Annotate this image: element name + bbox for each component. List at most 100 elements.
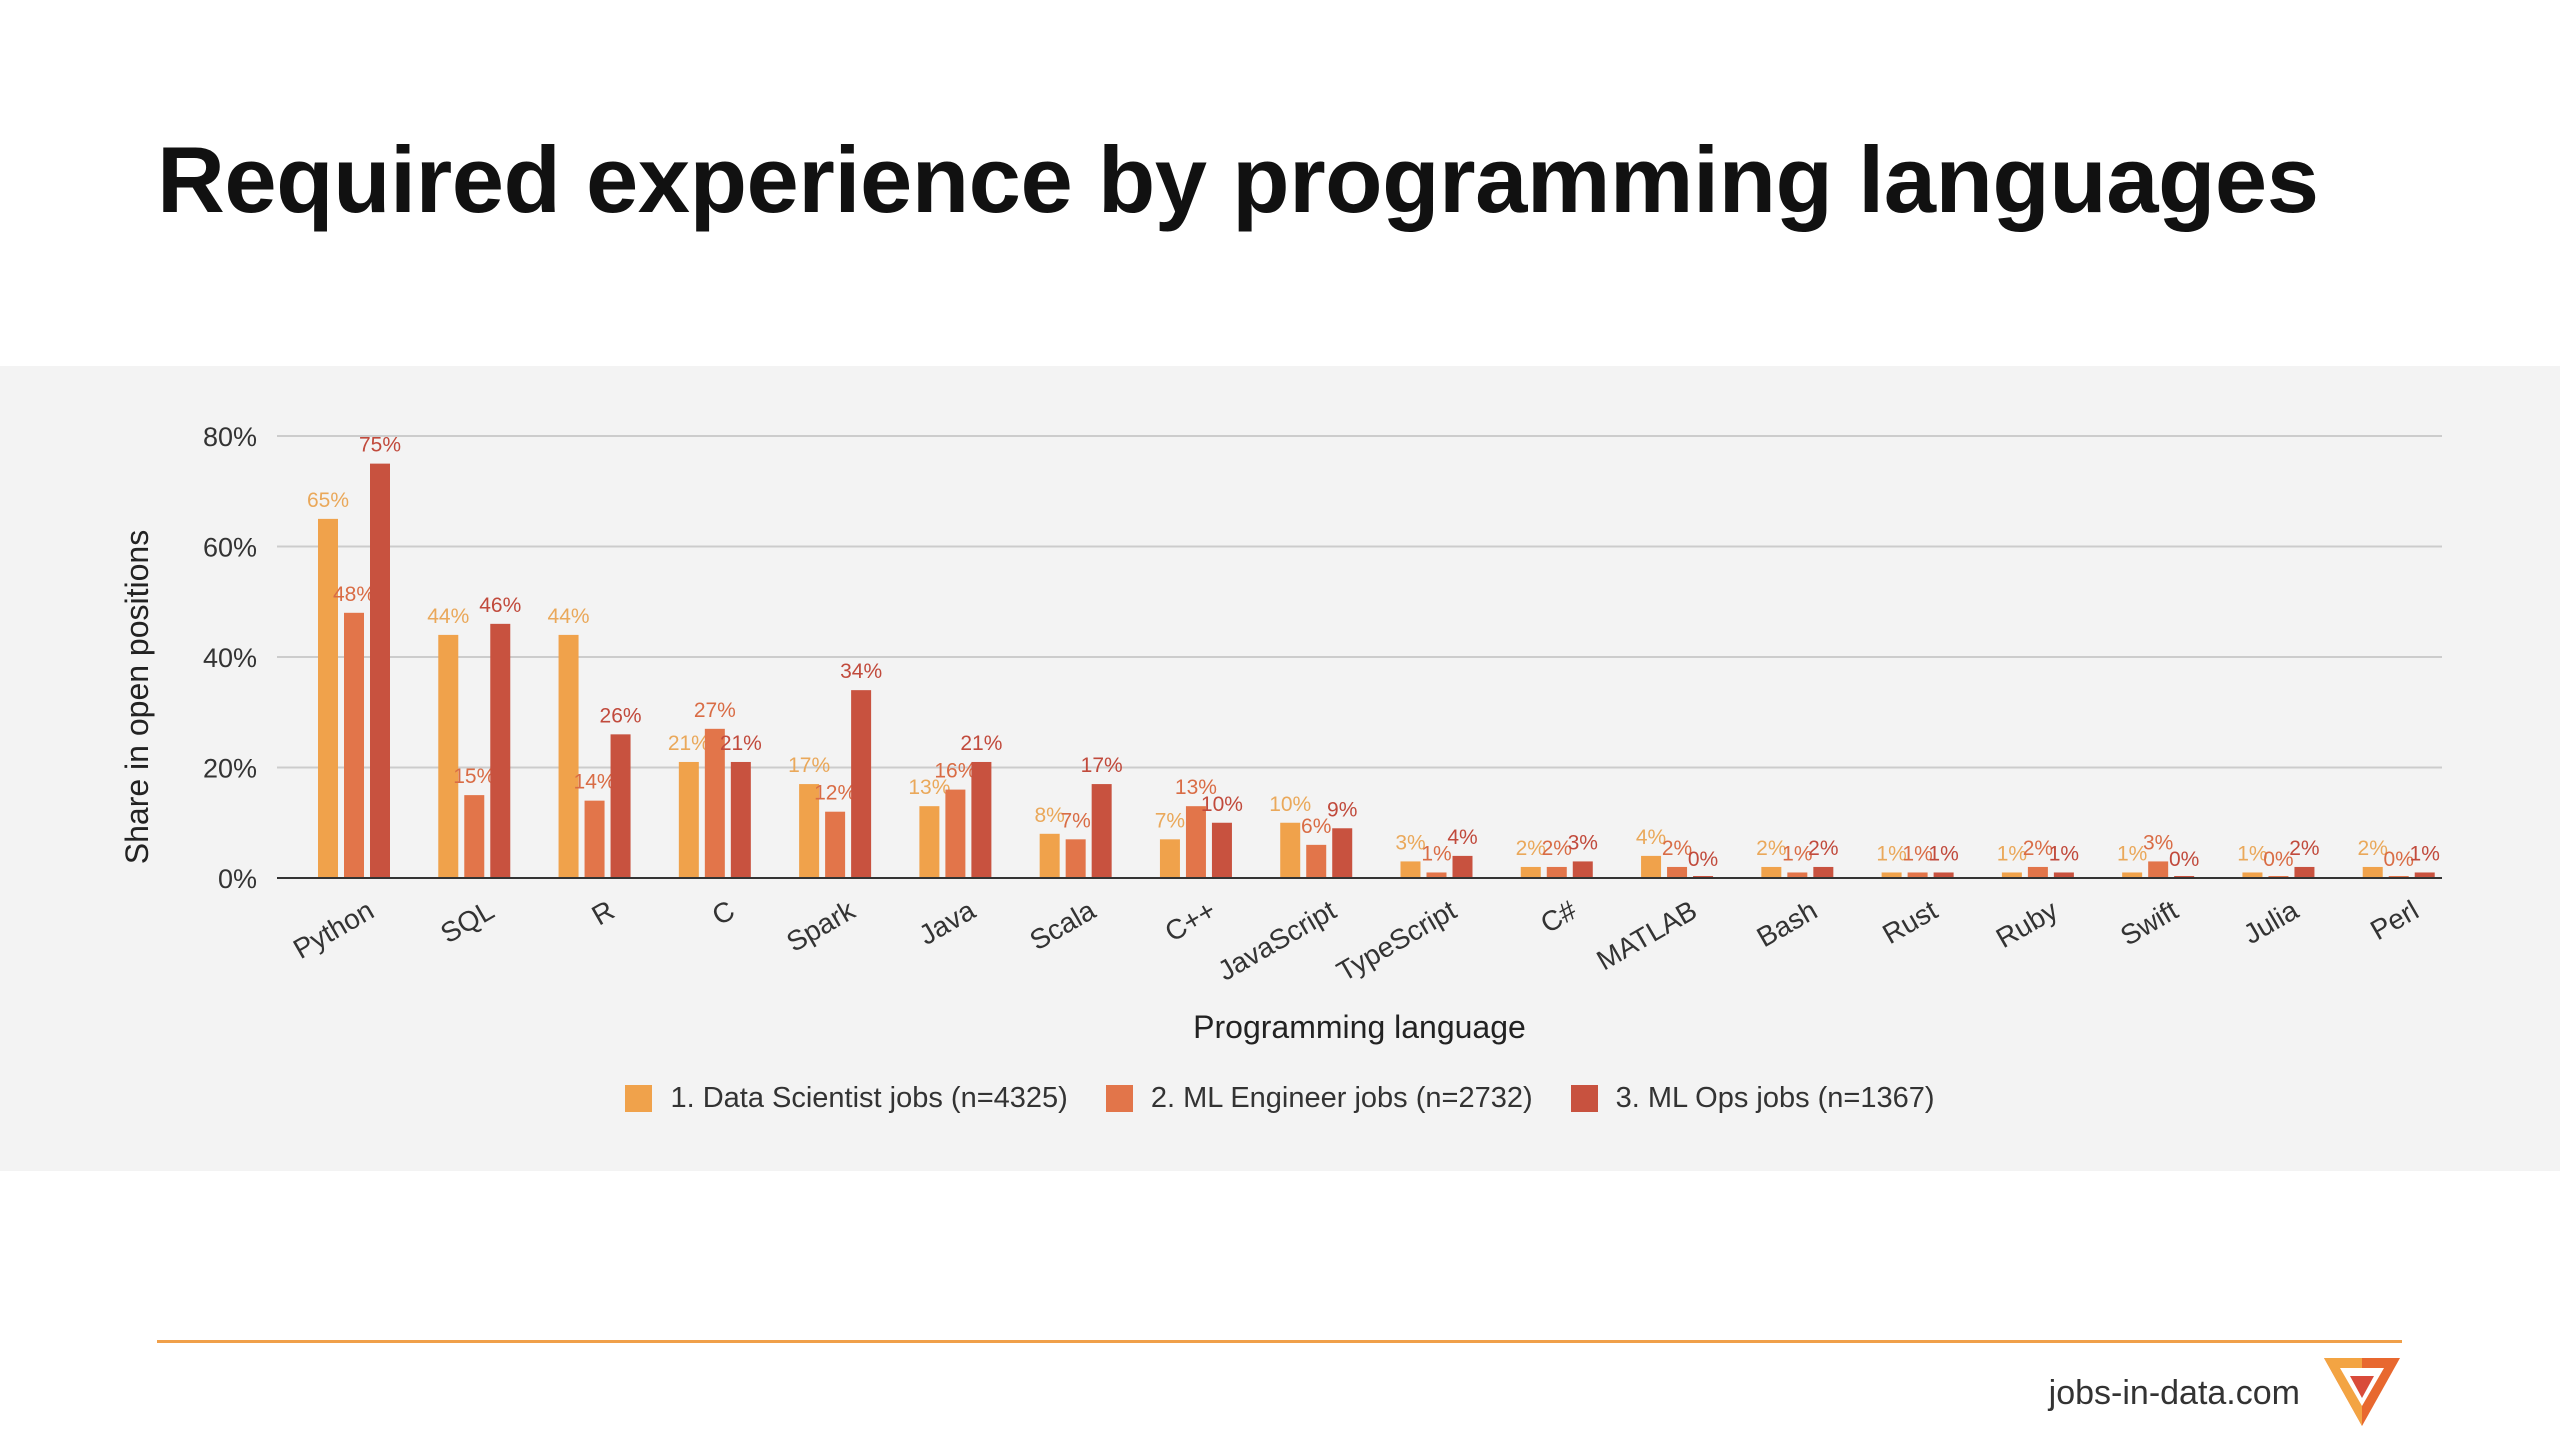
data-label: 1% <box>2410 842 2440 865</box>
bar-chart: 0% 20% 40% 60% 80% 65% 48% 75% Python 44% 15% 46% SQ… <box>119 422 2442 1045</box>
bar <box>799 784 820 878</box>
data-label: 1% <box>1421 842 1451 865</box>
data-label: 2% <box>1756 837 1786 860</box>
legend-label: 2. ML Engineer jobs (n=2732) <box>1150 1082 1533 1114</box>
jobs-in-data-logo-icon <box>2324 1358 2400 1426</box>
bar <box>851 690 872 878</box>
bar <box>2242 872 2263 878</box>
bar <box>1185 806 1206 878</box>
x-tick-label: Scala <box>1025 894 1102 956</box>
bar <box>490 623 511 878</box>
footer-divider <box>157 1340 2402 1343</box>
data-label: 2% <box>1516 837 1546 860</box>
y-tick-label: 0% <box>218 864 257 894</box>
data-label: 21% <box>720 732 762 755</box>
bar <box>1787 872 1808 878</box>
bar <box>1667 866 1688 878</box>
bar <box>919 806 940 878</box>
data-label: 16% <box>934 760 976 783</box>
x-tick-label: Swift <box>2115 894 2183 951</box>
bar <box>1546 866 1567 878</box>
x-tick-label: JavaScript <box>1213 894 1342 986</box>
bar <box>438 634 459 878</box>
data-label: 2% <box>1662 837 1692 860</box>
bar <box>971 761 992 878</box>
bar <box>1572 861 1593 878</box>
bar <box>2148 861 2169 878</box>
data-label: 34% <box>840 660 882 683</box>
x-tick-label: Python <box>288 894 379 964</box>
y-tick-label: 60% <box>203 533 257 563</box>
data-label: 1% <box>2237 842 2267 865</box>
bar <box>825 811 846 878</box>
data-label: 0% <box>2384 848 2414 871</box>
data-label: 3% <box>1395 831 1425 854</box>
data-label: 1% <box>1997 842 2027 865</box>
bar <box>678 761 699 878</box>
x-tick-label: MATLAB <box>1591 894 1702 976</box>
chart-legend: 1. Data Scientist jobs (n=4325) 2. ML Eng… <box>0 1082 2560 1115</box>
data-label: 14% <box>574 771 616 794</box>
legend-item[interactable]: 1. Data Scientist jobs (n=4325) <box>625 1082 1068 1115</box>
legend-item[interactable]: 3. ML Ops jobs (n=1367) <box>1570 1082 1935 1115</box>
data-label: 65% <box>307 489 349 512</box>
bar <box>1641 855 1662 878</box>
bar <box>2027 866 2048 878</box>
x-tick-label: Java <box>914 894 981 951</box>
data-label: 15% <box>453 765 495 788</box>
data-label: 10% <box>1269 793 1311 816</box>
bar <box>730 761 751 878</box>
data-label: 7% <box>1060 809 1090 832</box>
bar <box>2122 872 2143 878</box>
data-label: 48% <box>333 583 375 606</box>
bar <box>2053 872 2074 878</box>
x-axis-title: Programming language <box>1193 1009 1526 1045</box>
data-label: 2% <box>1808 837 1838 860</box>
data-label: 21% <box>960 732 1002 755</box>
x-tick-label: Perl <box>2365 894 2424 946</box>
data-label: 8% <box>1034 804 1064 827</box>
data-label: 10% <box>1201 793 1243 816</box>
data-label: 46% <box>479 594 521 617</box>
data-label: 1% <box>2049 842 2079 865</box>
bar <box>1211 822 1232 878</box>
bar <box>2362 866 2383 878</box>
data-label: 4% <box>1636 826 1666 849</box>
bar <box>1091 784 1112 878</box>
y-tick-label: 20% <box>203 754 257 784</box>
x-tick-label: C <box>707 894 740 931</box>
data-label: 9% <box>1327 798 1357 821</box>
bar <box>1426 872 1447 878</box>
bar <box>1280 822 1301 878</box>
data-label: 0% <box>2263 848 2293 871</box>
data-label: 2% <box>2358 837 2388 860</box>
x-tick-label: R <box>587 894 620 931</box>
data-label: 2% <box>2023 837 2053 860</box>
data-label: 26% <box>600 704 642 727</box>
bar <box>1332 828 1353 878</box>
data-label: 27% <box>694 699 736 722</box>
bar <box>1159 839 1180 878</box>
bar <box>610 734 631 878</box>
legend-label: 1. Data Scientist jobs (n=4325) <box>670 1082 1068 1114</box>
data-label: 0% <box>1688 848 1718 871</box>
footer-site-link[interactable]: jobs-in-data.com <box>2048 1374 2300 1412</box>
data-label: 21% <box>668 732 710 755</box>
chart-panel: 0% 20% 40% 60% 80% 65% 48% 75% Python 44% 15% 46% SQ… <box>0 366 2560 1171</box>
data-label: 12% <box>814 782 856 805</box>
data-label: 3% <box>2143 831 2173 854</box>
data-label: 1% <box>1782 842 1812 865</box>
x-tick-label: C++ <box>1160 894 1221 947</box>
page-title: Required experience by programming langu… <box>157 127 2319 232</box>
x-tick-label: C# <box>1535 894 1582 939</box>
bar <box>1761 866 1782 878</box>
data-label: 2% <box>1542 837 1572 860</box>
x-tick-label: Bash <box>1752 894 1823 953</box>
legend-item[interactable]: 2. ML Engineer jobs (n=2732) <box>1105 1082 1533 1115</box>
bar <box>464 795 485 878</box>
data-label: 75% <box>359 434 401 457</box>
bar <box>1400 861 1421 878</box>
data-label: 1% <box>1902 842 1932 865</box>
bar <box>945 789 966 878</box>
